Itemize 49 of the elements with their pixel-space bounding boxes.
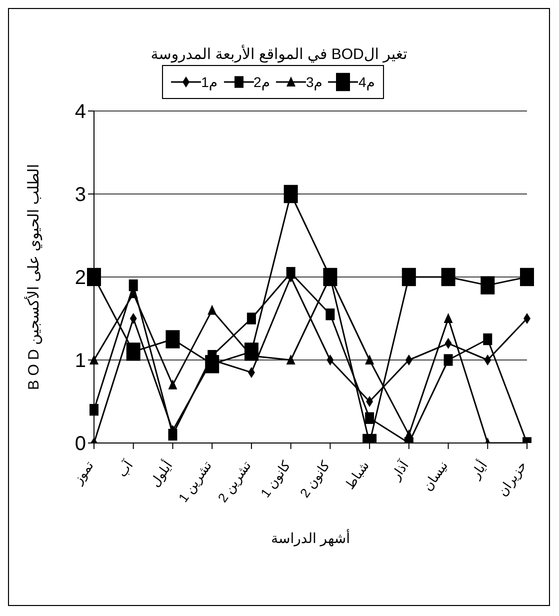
point [483, 333, 492, 346]
point [208, 304, 217, 315]
legend-label: م1 [201, 74, 218, 90]
point [90, 404, 98, 416]
point [87, 268, 101, 286]
y-tick-label: 1 [74, 350, 86, 372]
point [284, 184, 298, 204]
point [326, 308, 335, 320]
legend-label: م2 [254, 74, 270, 90]
point [480, 276, 495, 294]
point [286, 354, 296, 364]
x-tick-label: نيسان [420, 458, 451, 494]
point [166, 330, 180, 348]
point [520, 268, 534, 286]
x-tick-label: تشرين 2 [214, 458, 255, 506]
point [444, 354, 453, 366]
x-axis-title: أشهر الدراسة [270, 529, 350, 547]
x-tick-label: أيلول [146, 458, 176, 490]
x-tick-label: حزيران [494, 458, 530, 500]
y-tick-label: 4 [74, 101, 86, 124]
legend-label: م4 [358, 74, 375, 90]
point [128, 279, 138, 292]
point [402, 268, 416, 286]
point [365, 354, 374, 364]
point [168, 428, 178, 441]
point [246, 312, 256, 324]
y-tick-label: 3 [74, 184, 86, 206]
x-tick-label: آذار [386, 456, 413, 484]
point [404, 429, 414, 440]
x-tick-label: شباط [342, 458, 372, 492]
chart-title: تغير الBOD في المواقع الأربعة المدروسة [150, 45, 408, 63]
x-tick-label: آب [114, 456, 137, 480]
x-tick-label: تشرين 1 [175, 458, 216, 506]
point [444, 313, 453, 323]
x-tick-label: تموز [70, 458, 98, 488]
y-axis-title: B O D الطلب الحيوي على الأكسجين [23, 164, 42, 390]
legend-label: م3 [306, 74, 322, 90]
point [126, 342, 140, 361]
y-tick-label: 2 [74, 267, 86, 290]
y-tick-label: 0 [74, 433, 86, 456]
x-tick-label: كانون 2 [296, 457, 334, 501]
point [286, 267, 296, 279]
point [365, 412, 374, 424]
point [441, 268, 456, 286]
point [205, 355, 220, 374]
x-tick-label: أيار [466, 458, 491, 482]
point [168, 379, 178, 390]
point [244, 342, 258, 361]
x-tick-label: كانون 1 [258, 457, 295, 501]
